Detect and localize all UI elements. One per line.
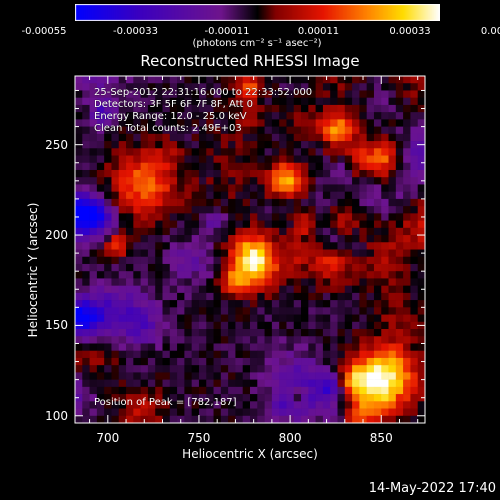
y-tick-label: 200 bbox=[45, 228, 68, 243]
info-time-range: 25-Sep-2012 22:31:16.000 to 22:33:52.000 bbox=[94, 87, 313, 98]
y-tick-label: 100 bbox=[45, 408, 68, 423]
colorbar-tick-label: 0.00011 bbox=[297, 26, 340, 37]
x-tick-label: 750 bbox=[187, 431, 211, 445]
colorbar-tick-label: 0.00033 bbox=[389, 26, 431, 37]
x-axis-label: Heliocentric X (arcsec) bbox=[182, 447, 318, 461]
colorbar-tick-label: -0.00055 bbox=[21, 26, 67, 37]
colorbar-tick-label: -0.00011 bbox=[204, 26, 250, 37]
heatmap-cells bbox=[75, 76, 426, 424]
x-tick-label: 700 bbox=[96, 431, 120, 445]
colorbar-units: (photons cm⁻² s⁻¹ asec⁻²) bbox=[192, 38, 322, 49]
info-energy: Energy Range: 12.0 - 25.0 keV bbox=[94, 111, 247, 122]
chart-title: Reconstructed RHESSI Image bbox=[140, 52, 360, 70]
y-axis-label: Heliocentric Y (arcsec) bbox=[26, 202, 40, 338]
colorbar bbox=[75, 4, 440, 21]
x-tick-label: 800 bbox=[278, 431, 302, 445]
info-detectors: Detectors: 3F 5F 6F 7F 8F, Att 0 bbox=[94, 99, 254, 110]
colorbar-tick-label: -0.00033 bbox=[113, 26, 158, 37]
x-tick-label: 850 bbox=[369, 431, 393, 445]
y-tick-label: 150 bbox=[45, 318, 68, 333]
y-tick-label: 250 bbox=[45, 137, 68, 152]
peak-position-label: Position of Peak = [782,187] bbox=[94, 397, 237, 408]
colorbar-tick-label: 0.00055 bbox=[480, 26, 500, 37]
axis-ticks bbox=[75, 76, 425, 423]
plot-frame bbox=[74, 75, 426, 424]
info-algorithm: Clean Total counts: 2.49E+03 bbox=[94, 123, 242, 134]
timestamp: 14-May-2022 17:40 bbox=[368, 481, 496, 496]
